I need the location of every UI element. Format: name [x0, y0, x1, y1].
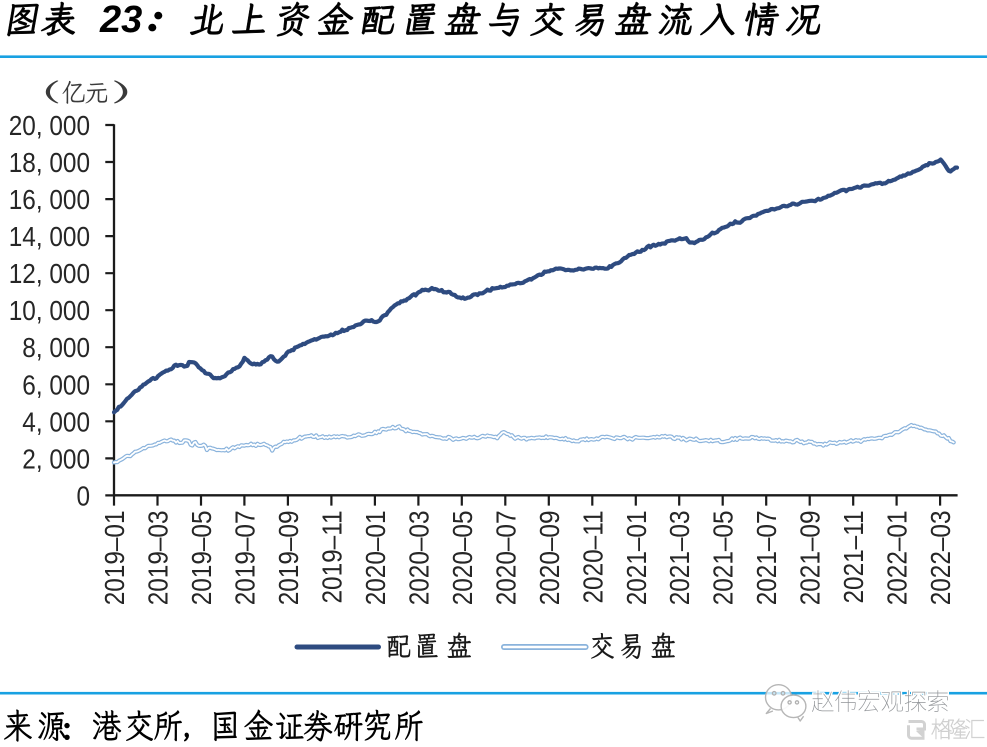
svg-text:10, 000: 10, 000 [9, 295, 90, 327]
svg-text:20, 000: 20, 000 [9, 109, 90, 141]
svg-text:18, 000: 18, 000 [9, 146, 90, 178]
svg-text:2019–11: 2019–11 [316, 511, 348, 604]
svg-text:16, 000: 16, 000 [9, 183, 90, 215]
svg-text:2019–01: 2019–01 [98, 511, 130, 606]
svg-text:8, 000: 8, 000 [22, 332, 90, 364]
svg-text:2020–03: 2020–03 [403, 511, 435, 606]
svg-text:2020–01: 2020–01 [359, 511, 391, 606]
svg-text:2020–05: 2020–05 [446, 511, 478, 606]
svg-text:23: 23 [99, 0, 142, 41]
svg-text:2021–03: 2021–03 [664, 511, 696, 606]
svg-text:2021–01: 2021–01 [620, 511, 652, 606]
svg-text:2021–07: 2021–07 [751, 511, 783, 606]
svg-text:2019–03: 2019–03 [142, 511, 174, 606]
svg-text:2, 000: 2, 000 [22, 443, 90, 475]
svg-text:2020–11: 2020–11 [577, 511, 609, 604]
svg-text:2021–05: 2021–05 [707, 511, 739, 606]
svg-text:0: 0 [76, 480, 90, 512]
svg-text:4, 000: 4, 000 [22, 406, 90, 438]
svg-text:6, 000: 6, 000 [22, 369, 90, 401]
svg-text:2020–09: 2020–09 [533, 511, 565, 606]
svg-text:2021–09: 2021–09 [794, 511, 826, 606]
svg-text:2022–01: 2022–01 [881, 511, 913, 606]
svg-text:14, 000: 14, 000 [9, 220, 90, 252]
svg-text:12, 000: 12, 000 [9, 258, 90, 290]
svg-text:2021–11: 2021–11 [838, 511, 870, 604]
svg-text:2020–07: 2020–07 [490, 511, 522, 606]
svg-text:2019–05: 2019–05 [185, 511, 217, 606]
svg-text:2022–03: 2022–03 [924, 511, 956, 606]
svg-text:2019–09: 2019–09 [272, 511, 304, 606]
svg-text:2019–07: 2019–07 [229, 511, 261, 606]
